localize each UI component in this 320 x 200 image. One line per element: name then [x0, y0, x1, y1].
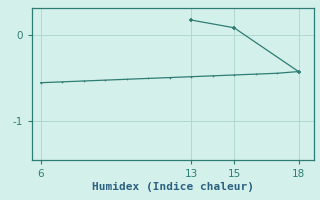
X-axis label: Humidex (Indice chaleur): Humidex (Indice chaleur)	[92, 182, 254, 192]
